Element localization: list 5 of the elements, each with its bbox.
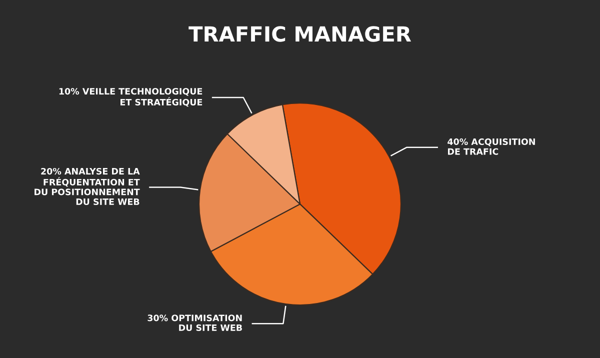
- slice-label: 20% ANALYSE DE LA FRÉQUENTATION ET DU POSITIONNEMENT DU SITE WEB: [34, 168, 140, 206]
- slice-label: 40% ACQUISITION DE TRAFIC: [448, 138, 535, 155]
- slice-label: 30% OPTIMISATION DU SITE WEB: [148, 314, 242, 332]
- slice-label: 10% VEILLE TECHNOLOGIQUE ET STRATÉGIQUE: [59, 88, 202, 107]
- chart-title: TRAFFIC MANAGER: [188, 26, 412, 42]
